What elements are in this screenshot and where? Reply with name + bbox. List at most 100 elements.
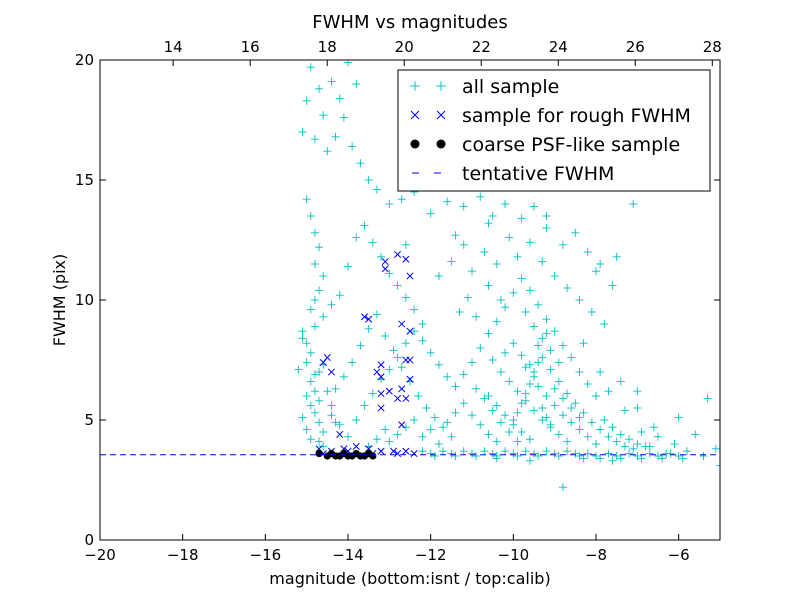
x-tick-label: −8 bbox=[585, 546, 607, 564]
all-sample-point bbox=[579, 454, 588, 463]
all-sample-point bbox=[496, 368, 505, 376]
y-axis-title: FWHM (pix) bbox=[50, 254, 69, 347]
all-sample-point bbox=[401, 240, 410, 249]
all-sample-point bbox=[563, 284, 572, 292]
all-sample-point bbox=[492, 437, 501, 446]
all-sample-point bbox=[538, 334, 547, 343]
all-sample-point bbox=[501, 303, 510, 312]
all-sample-point bbox=[596, 260, 605, 268]
all-sample-point bbox=[530, 406, 538, 415]
all-sample-point bbox=[550, 401, 559, 410]
all-sample-point bbox=[563, 447, 572, 456]
all-sample-point bbox=[509, 416, 518, 424]
rough-fwhm-point bbox=[406, 272, 414, 280]
all-sample-point bbox=[315, 84, 324, 93]
all-sample-point bbox=[306, 305, 315, 314]
all-sample-point bbox=[385, 437, 394, 446]
all-sample-point bbox=[525, 456, 534, 465]
all-sample-point bbox=[472, 452, 481, 460]
all-sample-point bbox=[372, 310, 381, 319]
legend-swatch bbox=[410, 110, 420, 120]
all-sample-point bbox=[513, 387, 522, 396]
all-sample-point bbox=[542, 224, 551, 232]
all-sample-point bbox=[654, 432, 662, 441]
rough-fwhm-point bbox=[402, 394, 410, 402]
all-sample-point bbox=[372, 185, 381, 194]
y-tick-label: 0 bbox=[84, 531, 94, 549]
all-sample-point bbox=[558, 240, 567, 249]
all-sample-point bbox=[521, 447, 530, 456]
rough-fwhm-point bbox=[410, 450, 418, 458]
top-tick-label: 14 bbox=[164, 38, 183, 56]
all-sample-point bbox=[703, 394, 712, 403]
rough-fwhm-point bbox=[327, 368, 336, 376]
x-tick-label: −12 bbox=[415, 546, 447, 564]
all-sample-point bbox=[368, 389, 377, 398]
all-sample-point bbox=[480, 394, 489, 403]
all-sample-point bbox=[521, 308, 530, 316]
all-sample-point bbox=[451, 408, 460, 417]
all-sample-point bbox=[401, 339, 410, 348]
all-sample-point bbox=[315, 368, 324, 376]
all-sample-point bbox=[525, 380, 534, 388]
all-sample-point bbox=[678, 454, 687, 463]
psf-like-point bbox=[315, 450, 323, 458]
all-sample-point bbox=[558, 394, 567, 403]
all-sample-point bbox=[513, 252, 522, 261]
all-sample-point bbox=[331, 384, 340, 393]
all-sample-point bbox=[344, 432, 352, 441]
rough-fwhm-point bbox=[352, 442, 360, 450]
all-sample-point bbox=[658, 454, 667, 463]
all-sample-point bbox=[372, 435, 381, 444]
top-tick-label: 16 bbox=[241, 38, 260, 56]
all-sample-point bbox=[517, 214, 526, 223]
all-sample-point bbox=[513, 408, 522, 417]
all-sample-point bbox=[331, 418, 340, 427]
all-sample-point bbox=[310, 260, 319, 268]
all-sample-point bbox=[592, 392, 600, 400]
all-sample-point bbox=[629, 444, 638, 453]
all-sample-point bbox=[459, 240, 468, 249]
all-sample-point bbox=[468, 358, 476, 367]
legend-swatch bbox=[436, 139, 446, 149]
all-sample-point bbox=[298, 128, 307, 136]
all-sample-point bbox=[348, 358, 357, 367]
all-sample-point bbox=[530, 449, 538, 458]
all-sample-point bbox=[691, 430, 700, 439]
x-tick-label: −20 bbox=[84, 546, 116, 564]
x-tick-label: −18 bbox=[167, 546, 199, 564]
all-sample-point bbox=[468, 267, 476, 276]
legend-label: sample for rough FWHM bbox=[462, 105, 691, 127]
all-sample-point bbox=[571, 449, 580, 458]
all-sample-point bbox=[488, 212, 497, 220]
all-sample-point bbox=[306, 401, 315, 410]
all-sample-point bbox=[699, 452, 708, 460]
legend-item-psf-like: coarse PSF-like sample bbox=[410, 134, 680, 156]
all-sample-point bbox=[530, 322, 538, 331]
all-sample-point bbox=[608, 456, 617, 465]
x-axis-bottom: −20 −18 −16 −14 −12 −10 −8 −6 bbox=[84, 534, 690, 564]
all-sample-point bbox=[422, 404, 431, 412]
all-sample-point bbox=[488, 449, 497, 458]
all-sample-point bbox=[571, 399, 580, 408]
chart-title: FWHM vs magnitudes bbox=[312, 12, 507, 33]
all-sample-point bbox=[501, 348, 510, 357]
all-sample-point bbox=[348, 142, 357, 151]
all-sample-point bbox=[501, 411, 510, 420]
all-sample-point bbox=[319, 428, 328, 436]
all-sample-point bbox=[600, 416, 609, 424]
all-sample-point bbox=[319, 111, 328, 120]
all-sample-point bbox=[319, 272, 328, 280]
all-sample-point bbox=[534, 358, 543, 367]
all-sample-point bbox=[579, 408, 588, 417]
all-sample-point bbox=[592, 452, 600, 460]
all-sample-point bbox=[542, 315, 551, 324]
all-sample-point bbox=[633, 387, 642, 396]
all-sample-point bbox=[525, 435, 534, 444]
all-sample-point bbox=[525, 286, 534, 295]
all-sample-point bbox=[587, 418, 596, 427]
top-tick-label: 24 bbox=[549, 38, 568, 56]
all-sample-point bbox=[434, 440, 443, 448]
all-sample-point bbox=[335, 291, 344, 300]
all-sample-point bbox=[306, 377, 315, 386]
